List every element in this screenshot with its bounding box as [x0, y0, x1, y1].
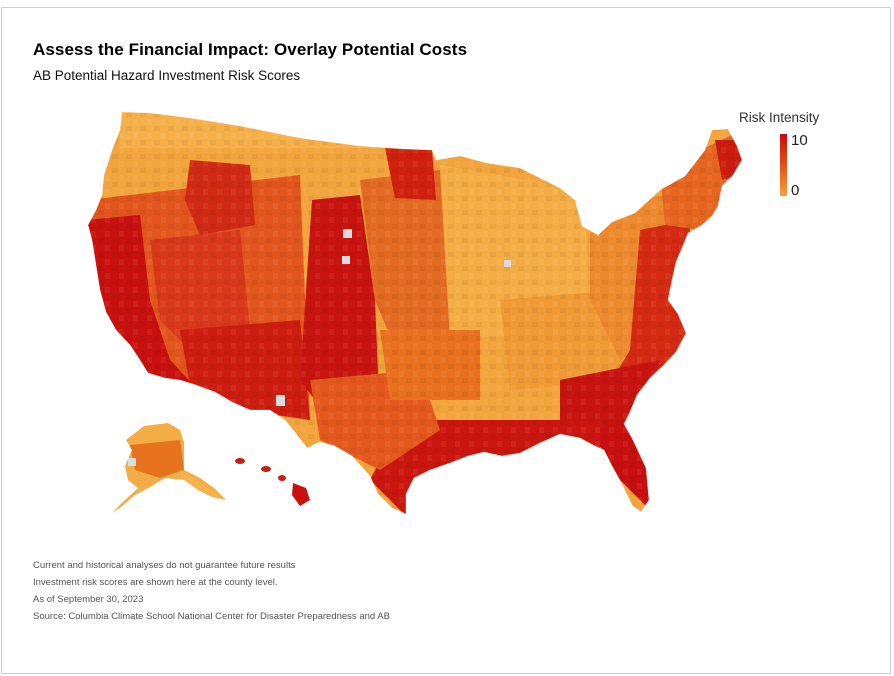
- hawaii-counties: [235, 458, 310, 506]
- footnote-disclaimer: Current and historical analyses do not g…: [33, 560, 296, 571]
- risk-legend: Risk Intensity 10 0: [738, 110, 848, 205]
- chart-title: Assess the Financial Impact: Overlay Pot…: [33, 40, 468, 59]
- legend-min-label: 0: [791, 182, 800, 199]
- footnote-date: As of September 30, 2023: [33, 594, 144, 605]
- footnote-source: Source: Columbia Climate School National…: [33, 611, 390, 622]
- footnote-level: Investment risk scores are shown here at…: [33, 577, 278, 588]
- footnotes: Current and historical analyses do not g…: [33, 557, 390, 625]
- legend-max-label: 10: [791, 132, 808, 149]
- alaska-boroughs: [112, 423, 226, 513]
- legend-title: Risk Intensity: [739, 110, 820, 125]
- legend-color-ramp: [780, 134, 787, 196]
- us-outline: [87, 111, 743, 515]
- chart-subtitle: AB Potential Hazard Investment Risk Scor…: [33, 68, 301, 83]
